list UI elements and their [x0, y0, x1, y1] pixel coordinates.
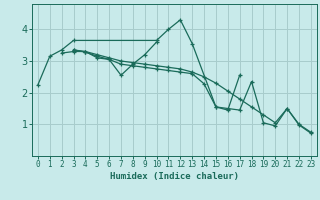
X-axis label: Humidex (Indice chaleur): Humidex (Indice chaleur)	[110, 172, 239, 181]
